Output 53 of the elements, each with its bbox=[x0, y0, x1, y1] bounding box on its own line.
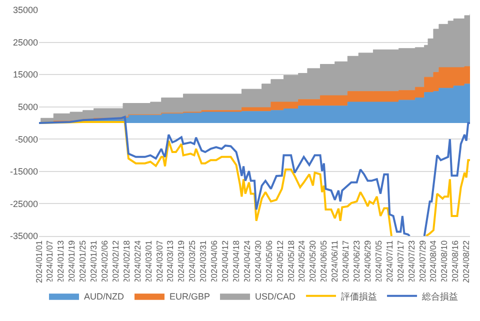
x-tick-label: 2024/02/18 bbox=[121, 240, 132, 283]
y-tick-label: -35000 bbox=[10, 231, 38, 242]
x-tick-label: 2024/04/18 bbox=[231, 240, 242, 283]
x-tick-label: 2024/01/25 bbox=[78, 240, 88, 283]
x-tick-label: 2024/01/19 bbox=[66, 240, 77, 283]
y-tick-label: 25000 bbox=[12, 37, 38, 48]
x-tick-label: 2024/01/01 bbox=[34, 240, 44, 283]
x-tick-label: 2024/02/12 bbox=[110, 240, 120, 283]
x-tick-label: 2024/05/12 bbox=[274, 240, 285, 283]
x-tick-label: 2024/07/11 bbox=[384, 240, 394, 282]
legend-label: USD/CAD bbox=[255, 291, 296, 302]
legend-label: 評価損益 bbox=[341, 291, 378, 302]
x-tick-label: 2024/02/06 bbox=[100, 240, 110, 283]
x-tick-label: 2024/01/31 bbox=[88, 240, 99, 283]
y-tick-label: 35000 bbox=[12, 5, 38, 16]
x-tick-label: 2024/03/01 bbox=[143, 240, 154, 283]
legend-label: AUD/NZD bbox=[84, 291, 124, 302]
x-tick-label: 2024/04/06 bbox=[209, 240, 220, 283]
legend-label: 総合損益 bbox=[421, 291, 458, 302]
x-tick-label: 2024/07/23 bbox=[406, 240, 416, 283]
x-tick-label: 2024/06/23 bbox=[352, 240, 362, 283]
x-tick-label: 2024/04/12 bbox=[220, 240, 230, 283]
y-tick-label: 15000 bbox=[12, 70, 38, 80]
x-tick-label: 2024/08/04 bbox=[428, 240, 438, 283]
x-tick-label: 2024/07/29 bbox=[417, 240, 428, 283]
x-tick-label: 2024/01/07 bbox=[44, 240, 55, 283]
x-tick-label: 2024/03/19 bbox=[176, 240, 186, 283]
x-tick-label: 2024/02/24 bbox=[132, 240, 142, 283]
x-tick-label: 2024/01/13 bbox=[56, 240, 66, 283]
x-tick-label: 2024/05/30 bbox=[308, 240, 318, 283]
x-tick-label: 2024/04/24 bbox=[242, 240, 252, 283]
x-tick-label: 2024/08/16 bbox=[450, 240, 460, 283]
x-tick-label: 2024/08/10 bbox=[439, 240, 450, 283]
x-tick-label: 2024/05/06 bbox=[264, 240, 274, 283]
x-tick-label: 2024/06/17 bbox=[340, 240, 351, 283]
y-tick-label: 5000 bbox=[18, 102, 38, 112]
y-tick-label: -25000 bbox=[10, 198, 38, 209]
y-tick-label: -15000 bbox=[10, 166, 38, 177]
x-tick-label: 2024/05/24 bbox=[296, 240, 307, 283]
y-tick-label: -5000 bbox=[14, 134, 38, 144]
legend-label: EUR/GBP bbox=[170, 291, 210, 302]
x-tick-label: 2024/06/29 bbox=[362, 240, 372, 283]
x-tick-label: 2024/03/31 bbox=[198, 240, 208, 283]
x-tick-label: 2024/03/07 bbox=[154, 240, 164, 283]
x-tick-label: 2024/07/05 bbox=[373, 240, 384, 283]
x-tick-label: 2024/03/13 bbox=[165, 240, 176, 283]
x-tick-label: 2024/03/25 bbox=[187, 240, 198, 283]
x-tick-label: 2024/07/17 bbox=[395, 240, 406, 283]
x-tick-label: 2024/06/05 bbox=[318, 240, 329, 283]
x-tick-label: 2024/08/22 bbox=[461, 240, 472, 283]
x-tick-label: 2024/06/11 bbox=[330, 240, 340, 282]
x-tick-label: 2024/04/30 bbox=[252, 240, 263, 283]
x-tick-label: 2024/05/18 bbox=[286, 240, 296, 283]
